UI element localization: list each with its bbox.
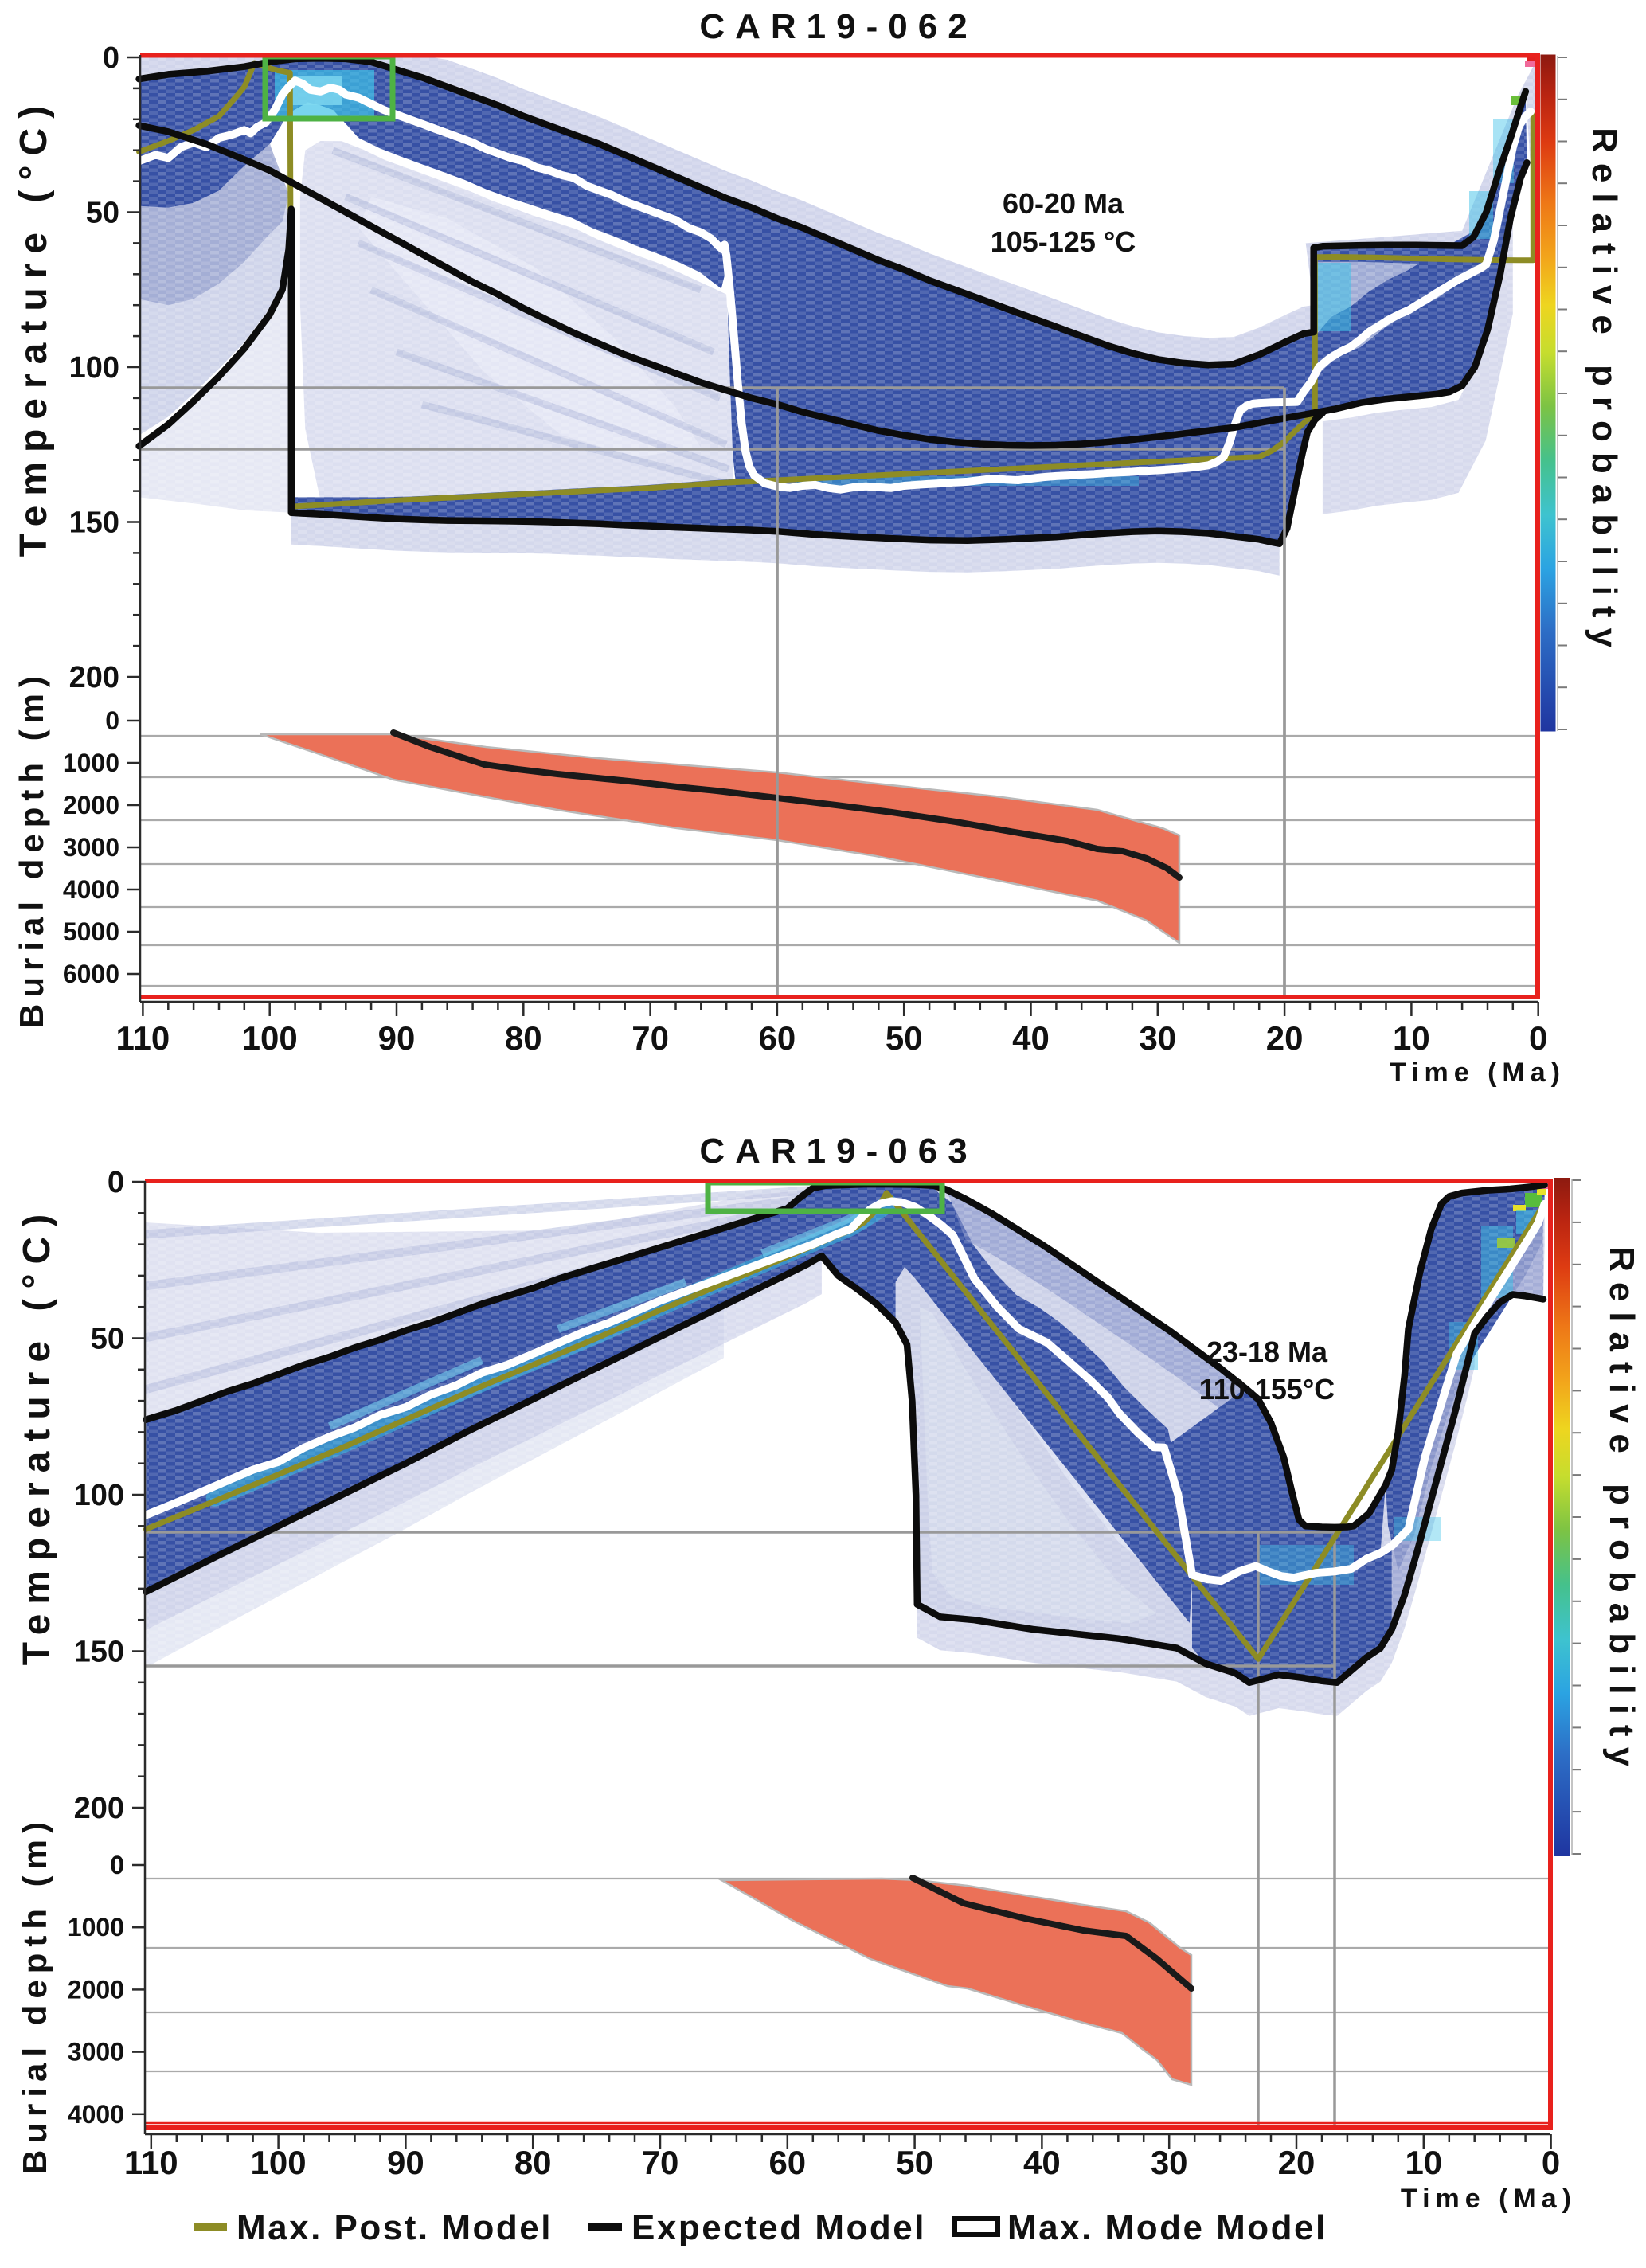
- svg-text:200: 200: [69, 661, 119, 694]
- svg-text:20: 20: [1266, 1019, 1304, 1057]
- svg-text:Expected Model: Expected Model: [631, 2208, 926, 2247]
- svg-text:3000: 3000: [68, 2038, 124, 2067]
- svg-text:23-18 Ma: 23-18 Ma: [1206, 1335, 1328, 1368]
- svg-text:90: 90: [387, 2144, 424, 2181]
- svg-text:Time (Ma): Time (Ma): [1390, 1058, 1566, 1088]
- svg-text:40: 40: [1023, 2144, 1061, 2181]
- svg-text:4000: 4000: [63, 875, 119, 904]
- svg-text:150: 150: [74, 1636, 124, 1669]
- svg-text:6000: 6000: [63, 960, 119, 988]
- svg-text:70: 70: [642, 2144, 679, 2181]
- svg-text:80: 80: [514, 2144, 552, 2181]
- svg-text:60: 60: [759, 1019, 796, 1057]
- svg-text:0: 0: [105, 706, 119, 735]
- svg-text:2000: 2000: [63, 791, 119, 819]
- svg-text:0: 0: [103, 41, 119, 75]
- svg-text:Time (Ma): Time (Ma): [1401, 2184, 1577, 2214]
- svg-text:5000: 5000: [63, 917, 119, 946]
- svg-text:0: 0: [1542, 2144, 1560, 2181]
- svg-text:10: 10: [1405, 2144, 1442, 2181]
- svg-text:50: 50: [86, 197, 119, 230]
- svg-text:110-155°C: 110-155°C: [1199, 1373, 1335, 1406]
- svg-text:CAR19-062: CAR19-062: [699, 7, 977, 46]
- svg-text:0: 0: [110, 1851, 124, 1879]
- svg-text:3000: 3000: [63, 833, 119, 862]
- svg-text:Temperature (°C): Temperature (°C): [16, 1205, 58, 1665]
- svg-text:Relative probability: Relative probability: [1585, 127, 1624, 658]
- svg-text:2000: 2000: [68, 1975, 124, 2004]
- svg-text:60-20 Ma: 60-20 Ma: [1003, 187, 1124, 220]
- svg-text:10: 10: [1393, 1019, 1430, 1057]
- svg-text:20: 20: [1278, 2144, 1316, 2181]
- svg-text:110: 110: [116, 1019, 170, 1057]
- svg-text:100: 100: [69, 351, 119, 385]
- svg-text:CAR19-063: CAR19-063: [699, 1132, 977, 1171]
- svg-text:1000: 1000: [68, 1913, 124, 1941]
- svg-text:50: 50: [886, 1019, 923, 1057]
- svg-text:Max. Post. Model: Max. Post. Model: [237, 2208, 553, 2247]
- svg-text:50: 50: [91, 1323, 124, 1356]
- svg-text:100: 100: [242, 1019, 298, 1057]
- svg-text:30: 30: [1139, 1019, 1176, 1057]
- svg-text:50: 50: [896, 2144, 933, 2181]
- svg-text:70: 70: [631, 1019, 669, 1057]
- svg-text:1000: 1000: [63, 749, 119, 777]
- svg-text:200: 200: [74, 1792, 124, 1825]
- svg-text:60: 60: [768, 2144, 806, 2181]
- svg-text:30: 30: [1151, 2144, 1188, 2181]
- svg-text:Temperature (°C): Temperature (°C): [13, 96, 55, 557]
- svg-text:Burial depth (m): Burial depth (m): [13, 670, 50, 1028]
- svg-text:100: 100: [251, 2144, 307, 2181]
- svg-text:0: 0: [1529, 1019, 1547, 1057]
- svg-text:Burial depth (m): Burial depth (m): [16, 1816, 53, 2174]
- svg-text:Max. Mode Model: Max. Mode Model: [1007, 2208, 1327, 2247]
- svg-text:Relative probability: Relative probability: [1602, 1246, 1641, 1777]
- svg-text:105-125 °C: 105-125 °C: [991, 225, 1136, 258]
- svg-text:80: 80: [505, 1019, 542, 1057]
- svg-text:150: 150: [69, 506, 119, 540]
- svg-text:4000: 4000: [68, 2100, 124, 2129]
- svg-text:0: 0: [108, 1166, 124, 1199]
- svg-text:40: 40: [1012, 1019, 1050, 1057]
- svg-text:100: 100: [74, 1479, 124, 1512]
- svg-text:110: 110: [124, 2144, 178, 2181]
- svg-text:90: 90: [378, 1019, 416, 1057]
